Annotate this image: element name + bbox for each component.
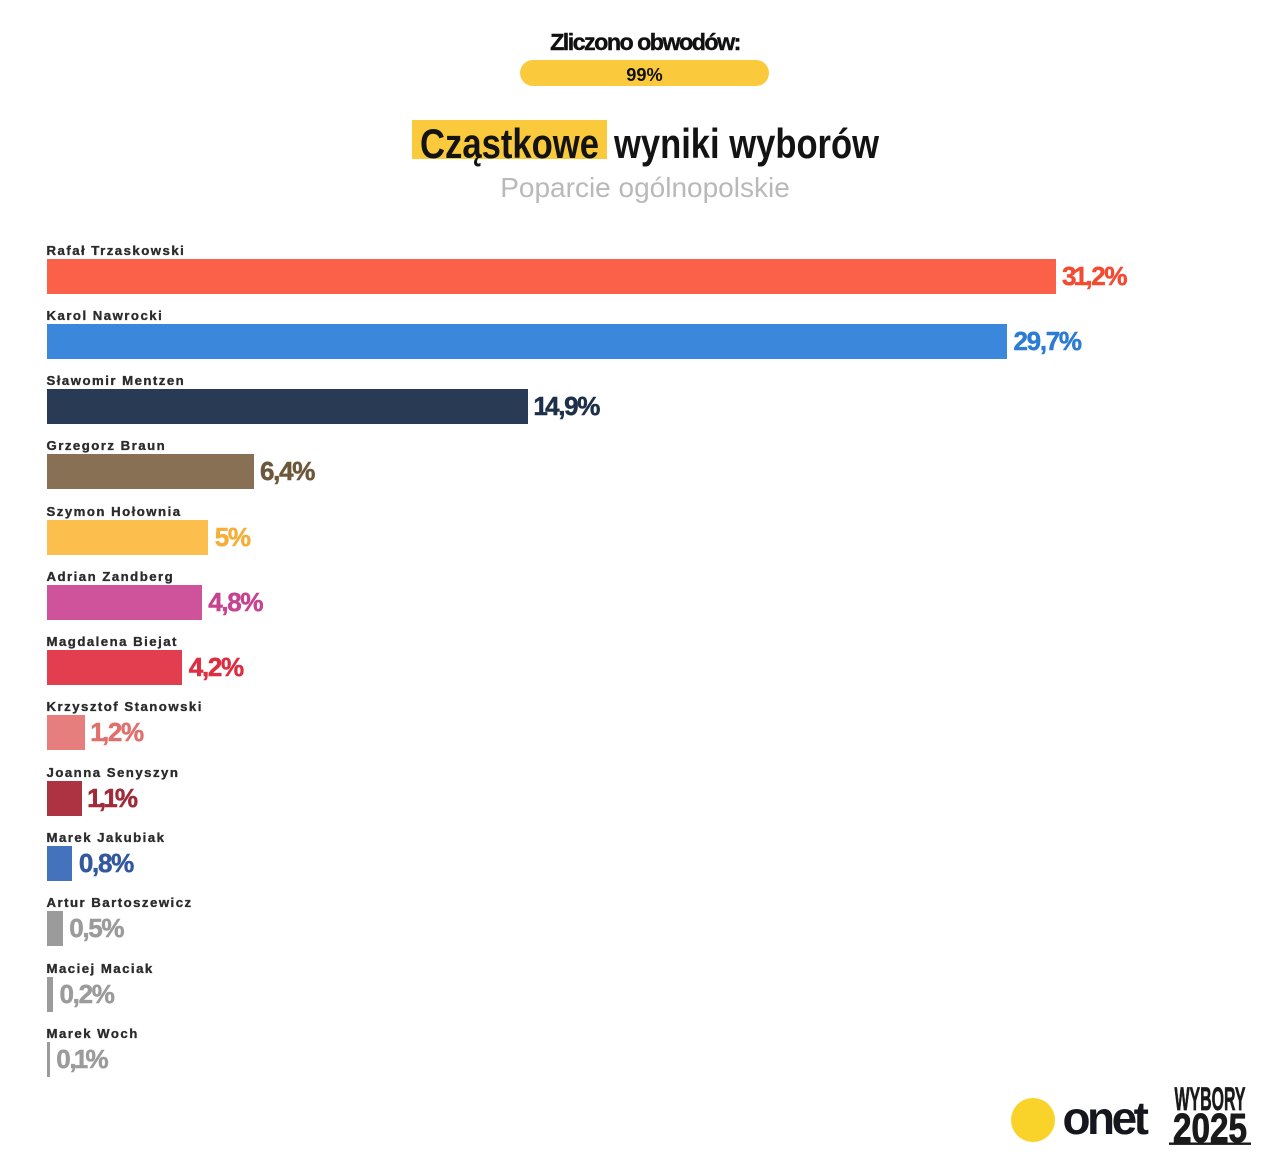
svg-text:WYBORY: WYBORY [1175, 1086, 1246, 1117]
svg-text:2025: 2025 [1173, 1105, 1247, 1148]
